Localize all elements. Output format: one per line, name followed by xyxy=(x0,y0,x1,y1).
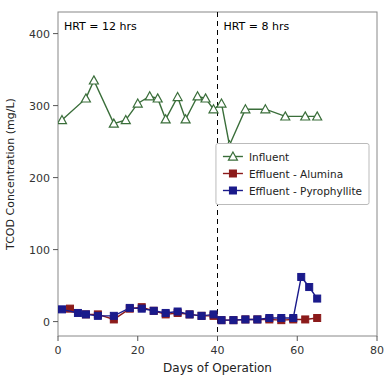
chart: 0 20 40 60 80 0 100 200 300 400 Days of Operation T… xyxy=(0,0,391,382)
x-tick-label: 60 xyxy=(290,344,304,357)
data-point xyxy=(162,309,169,316)
data-point xyxy=(89,76,98,84)
y-tick xyxy=(53,321,58,322)
x-axis-label: Days of Operation xyxy=(163,361,272,375)
data-point xyxy=(198,312,205,319)
annotation: HRT = 8 hrs xyxy=(224,20,290,33)
data-point xyxy=(193,92,202,100)
x-tick xyxy=(58,336,59,341)
legend-marker xyxy=(229,187,236,194)
data-point xyxy=(314,315,321,322)
data-point xyxy=(145,92,154,100)
legend-marker xyxy=(228,152,237,160)
data-point xyxy=(266,315,273,322)
data-point xyxy=(126,304,133,311)
data-point xyxy=(58,306,65,313)
data-point xyxy=(138,305,145,312)
data-point xyxy=(82,311,89,318)
legend-box xyxy=(216,144,369,205)
series-line xyxy=(62,277,317,320)
data-point xyxy=(173,92,182,100)
x-tick xyxy=(377,336,378,341)
data-point xyxy=(217,99,226,107)
legend-marker xyxy=(229,170,236,177)
plot-frame xyxy=(58,12,377,336)
data-point xyxy=(74,309,81,316)
data-point xyxy=(261,105,270,113)
data-point xyxy=(161,115,170,123)
legend: Influent Effluent - Alumina Effluent - Pyr… xyxy=(216,144,369,205)
data-point xyxy=(230,317,237,324)
data-point xyxy=(301,112,310,120)
data-point xyxy=(121,116,130,124)
data-point xyxy=(254,316,261,323)
data-point xyxy=(242,316,249,323)
data-point xyxy=(306,284,313,291)
y-tick-label: 400 xyxy=(29,28,50,41)
data-point xyxy=(94,312,101,319)
y-tick-label: 0 xyxy=(43,316,50,329)
legend-label: Influent xyxy=(249,151,289,163)
data-point xyxy=(254,316,261,323)
data-point xyxy=(302,316,309,323)
data-point xyxy=(82,311,89,318)
x-tick-label: 0 xyxy=(55,344,62,357)
series-line xyxy=(62,80,317,145)
data-point xyxy=(186,311,193,318)
x-tick-label: 20 xyxy=(131,344,145,357)
data-point xyxy=(314,295,321,302)
y-tick xyxy=(53,105,58,106)
data-point xyxy=(290,315,297,322)
x-tick xyxy=(137,336,138,341)
data-point xyxy=(218,317,225,324)
y-tick xyxy=(53,177,58,178)
data-point xyxy=(210,311,217,318)
data-point xyxy=(241,105,250,113)
data-point xyxy=(242,316,249,323)
x-tick xyxy=(217,336,218,341)
data-point xyxy=(298,273,305,280)
y-tick-label: 300 xyxy=(29,100,50,113)
data-point xyxy=(313,112,322,120)
data-point xyxy=(218,317,225,324)
y-tick-label: 100 xyxy=(29,244,50,257)
data-point xyxy=(58,116,66,124)
data-point xyxy=(278,315,285,322)
legend-label: Effluent - Alumina xyxy=(249,168,343,180)
data-point xyxy=(133,99,142,107)
data-point xyxy=(109,119,118,127)
data-point xyxy=(150,307,157,314)
data-point xyxy=(186,311,193,318)
data-point xyxy=(110,312,117,319)
data-point xyxy=(181,115,190,123)
data-point xyxy=(281,112,290,120)
data-point xyxy=(209,105,218,113)
data-point xyxy=(81,94,90,102)
x-tick-label: 40 xyxy=(211,344,225,357)
data-point xyxy=(198,312,205,319)
data-point xyxy=(150,307,157,314)
x-tick-label: 80 xyxy=(370,344,384,357)
annotation: HRT = 12 hrs xyxy=(64,20,137,33)
y-axis-label: TCOD Concentration (mg/L) xyxy=(4,98,17,251)
y-tick xyxy=(53,33,58,34)
data-point xyxy=(153,94,162,102)
legend-label: Effluent - Pyrophyllite xyxy=(249,185,362,197)
y-tick-label: 200 xyxy=(29,172,50,185)
data-point xyxy=(126,305,133,312)
x-tick xyxy=(297,336,298,341)
data-point xyxy=(174,308,181,315)
data-point xyxy=(201,94,210,102)
y-tick xyxy=(53,249,58,250)
data-point xyxy=(230,317,237,324)
